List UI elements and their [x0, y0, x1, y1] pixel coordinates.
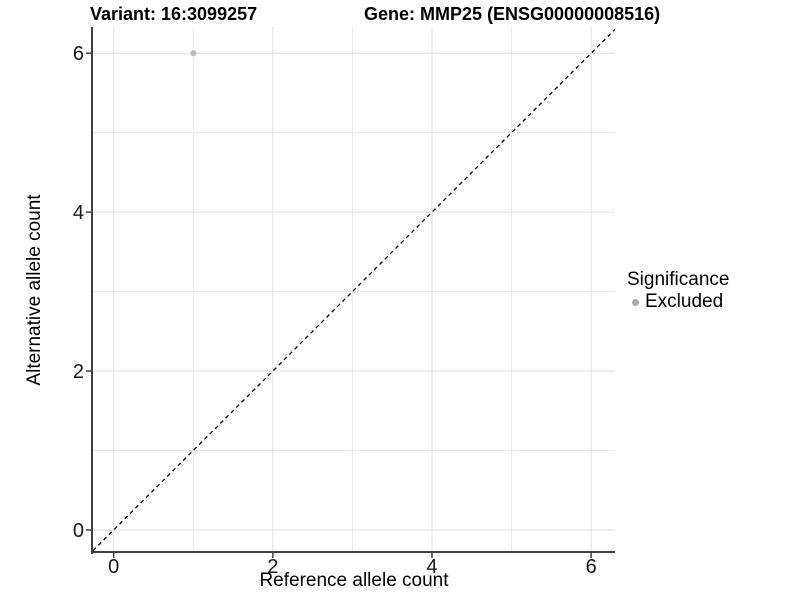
plot-title-gene: Gene: MMP25 (ENSG00000008516) — [364, 4, 661, 24]
y-tick-label: 4 — [73, 202, 84, 224]
x-axis-title: Reference allele count — [259, 570, 449, 591]
x-tick-label: 6 — [586, 556, 597, 578]
y-tick-label: 6 — [73, 43, 84, 65]
legend-title: Significance — [627, 269, 730, 290]
y-axis-title: Alternative allele count — [24, 194, 45, 386]
data-point — [190, 50, 197, 57]
x-tick-label: 0 — [108, 556, 119, 578]
identity-line — [93, 28, 615, 552]
x-tick-label: 2 — [267, 556, 278, 578]
data-point-layer — [190, 50, 197, 57]
legend: Significance Excluded — [627, 268, 729, 312]
reference-line-layer — [93, 28, 615, 552]
plot-title-variant: Variant: 16:3099257 — [90, 4, 258, 24]
y-tick-label: 2 — [73, 361, 84, 383]
legend-items: Excluded — [627, 291, 729, 312]
x-tick-label: 4 — [426, 556, 437, 578]
legend-point-icon — [632, 298, 639, 306]
y-tick-label: 0 — [73, 520, 84, 542]
legend-item-label: Excluded — [645, 291, 724, 312]
grid-layer — [93, 27, 615, 553]
axis-layer: 0 2 4 6 0 2 4 6 — [73, 27, 615, 578]
legend-item: Excluded — [627, 291, 729, 312]
